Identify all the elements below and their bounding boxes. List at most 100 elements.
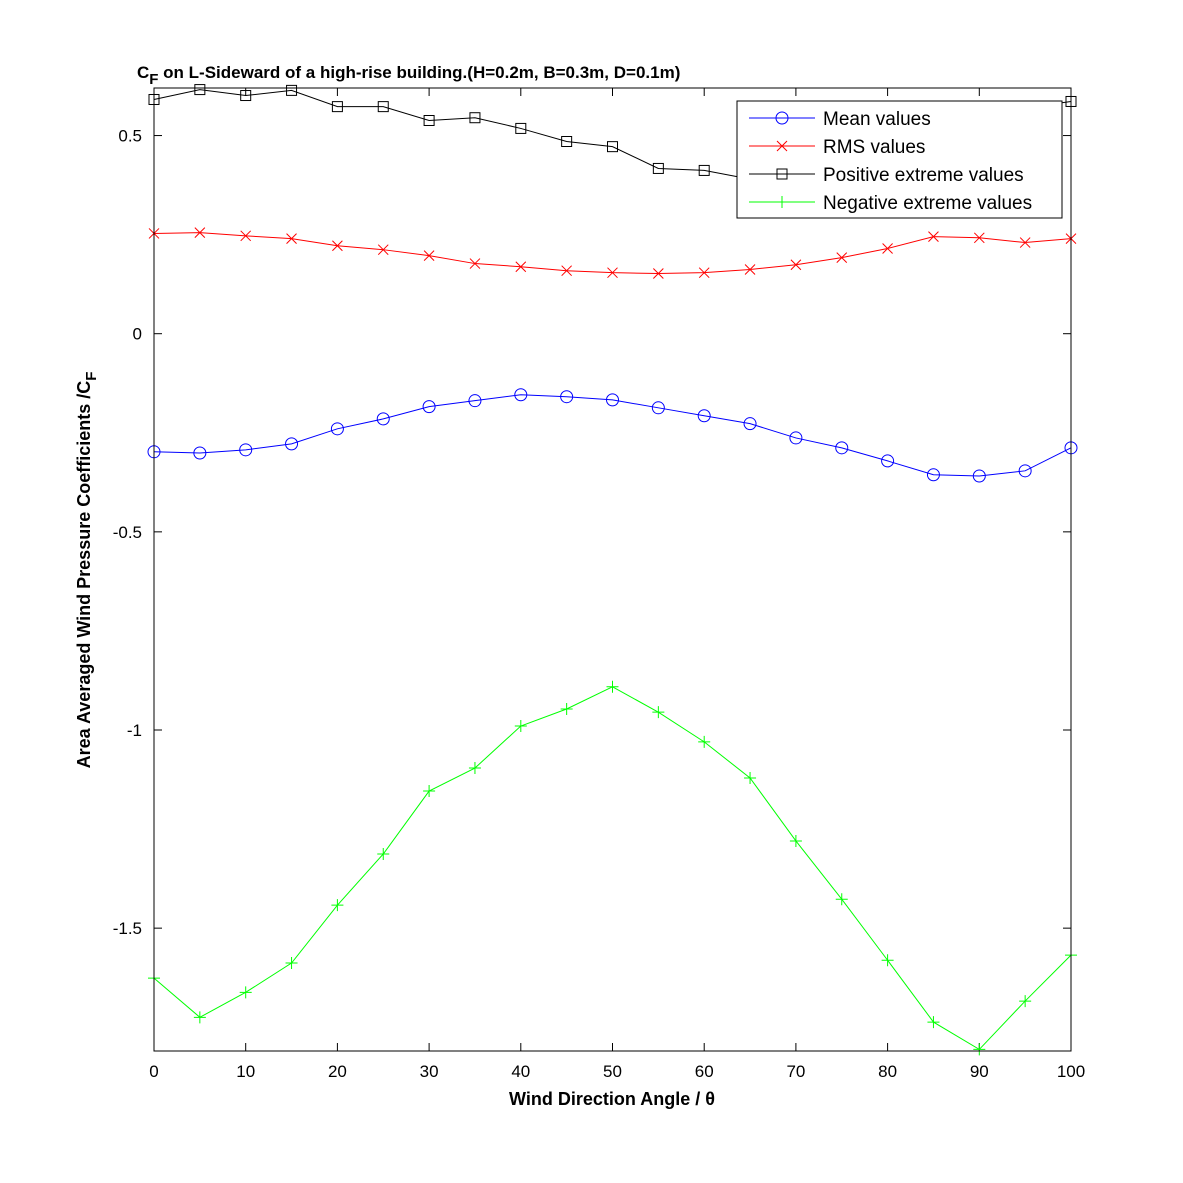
data-point	[928, 231, 939, 242]
data-point	[469, 112, 481, 124]
data-point	[193, 1011, 206, 1024]
data-point	[1019, 995, 1032, 1008]
data-point	[376, 412, 390, 426]
legend-marker	[776, 196, 788, 208]
legend-marker	[776, 168, 788, 180]
legend: Mean values RMS values Positive extreme va…	[736, 100, 1063, 219]
data-point	[239, 986, 252, 999]
data-point	[697, 409, 711, 423]
x-tick-label: 0	[149, 1062, 158, 1081]
legend-label: Positive extreme values	[823, 165, 1024, 186]
data-point	[239, 443, 253, 457]
data-point	[926, 468, 940, 482]
data-point	[1018, 464, 1032, 478]
data-point	[423, 785, 436, 798]
legend-box	[736, 100, 1063, 219]
data-point	[469, 258, 481, 269]
data-point	[515, 261, 527, 273]
data-point	[698, 164, 710, 176]
chart-title: CF on L-Sideward of a high-rise building…	[137, 63, 680, 88]
x-tick-label: 30	[420, 1062, 439, 1081]
data-point	[973, 1043, 986, 1056]
data-point	[836, 252, 848, 263]
data-point	[698, 267, 710, 279]
data-point	[377, 244, 389, 256]
data-point	[560, 390, 574, 404]
data-point	[972, 469, 986, 483]
data-point	[286, 84, 298, 96]
legend-label: Negative extreme values	[823, 193, 1032, 214]
x-tick-label: 100	[1057, 1062, 1085, 1081]
x-tick-label: 20	[328, 1062, 347, 1081]
axes-box	[153, 87, 1072, 1052]
data-point	[881, 954, 894, 967]
data-point	[468, 762, 481, 775]
x-tick-label: 60	[695, 1062, 714, 1081]
data-point	[607, 267, 618, 279]
data-point	[330, 422, 344, 436]
x-tick-label: 10	[236, 1062, 255, 1081]
data-point	[651, 401, 665, 415]
data-point	[560, 702, 573, 715]
data-point	[194, 84, 206, 96]
data-point	[790, 259, 802, 271]
data-point	[285, 957, 298, 970]
legend-label: RMS values	[823, 137, 925, 158]
data-point	[332, 240, 343, 252]
data-point	[606, 393, 619, 407]
data-point	[652, 268, 664, 279]
legend-marker	[775, 111, 789, 125]
legend-marker	[776, 140, 788, 152]
data-point	[561, 136, 573, 147]
data-point	[285, 437, 299, 451]
data-point	[423, 114, 435, 126]
data-point	[835, 893, 848, 906]
y-axis-label: Area Averaged Wind Pressure Coefficients…	[74, 372, 100, 769]
series-negative-extreme-values	[148, 680, 1077, 1056]
data-point	[744, 771, 757, 784]
data-point	[194, 227, 206, 239]
data-point	[331, 101, 343, 113]
data-point	[789, 431, 803, 445]
data-point	[789, 834, 802, 847]
data-point	[193, 446, 207, 460]
x-tick-label: 80	[878, 1062, 897, 1081]
data-point	[652, 706, 665, 719]
data-point	[286, 233, 297, 244]
data-point	[377, 101, 389, 113]
data-point	[331, 899, 344, 912]
x-axis-label: Wind Direction Angle / θ	[509, 1089, 715, 1109]
data-point	[698, 735, 711, 748]
data-point	[423, 250, 435, 261]
data-point	[240, 230, 252, 242]
series-rms-values	[148, 227, 1077, 279]
x-tick-label: 70	[786, 1062, 805, 1081]
data-point	[240, 90, 252, 102]
y-tick-label: 0.5	[118, 127, 142, 146]
data-point	[744, 264, 756, 275]
y-tick-label: 0	[133, 325, 142, 344]
data-point	[377, 848, 390, 861]
x-tick-label: 40	[511, 1062, 530, 1081]
data-point	[561, 265, 573, 277]
series-line	[153, 686, 1072, 1051]
x-tick-label: 50	[603, 1062, 622, 1081]
data-point	[881, 454, 895, 468]
data-point	[422, 400, 436, 414]
legend-label: Mean values	[823, 109, 931, 130]
series-mean-values	[147, 388, 1078, 483]
data-point	[514, 388, 528, 402]
y-tick-label: -1	[127, 721, 142, 740]
data-point	[927, 1016, 940, 1029]
data-point	[514, 720, 527, 733]
data-point	[973, 232, 985, 244]
series-line	[153, 394, 1072, 477]
data-point	[468, 394, 482, 408]
data-point	[607, 141, 618, 153]
y-tick-label: -0.5	[113, 523, 142, 542]
x-tick-label: 90	[970, 1062, 989, 1081]
y-tick-label: -1.5	[113, 919, 142, 938]
data-point	[882, 243, 893, 254]
